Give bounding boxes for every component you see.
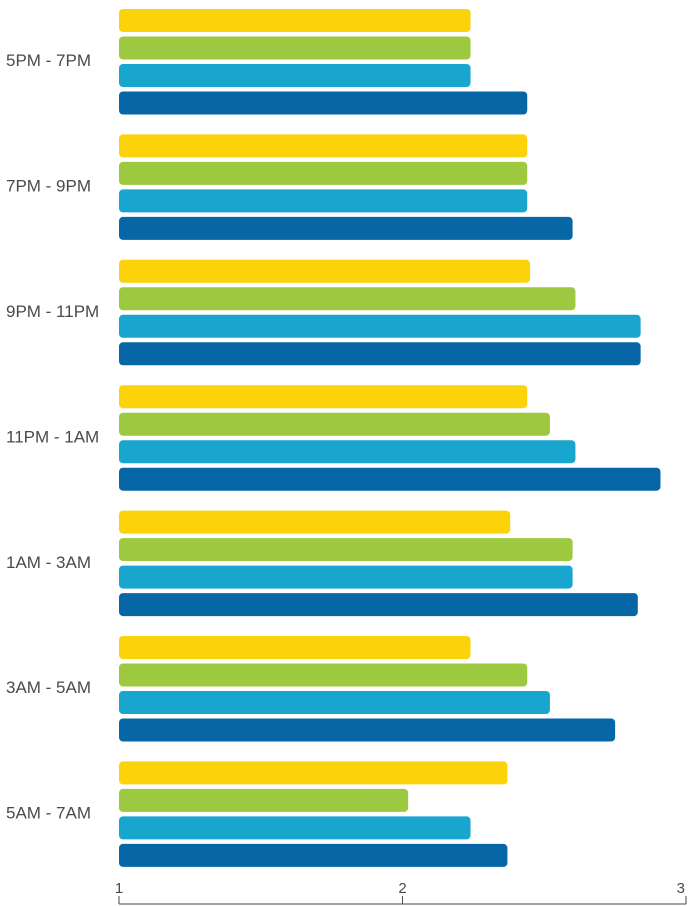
- category-label-5pm-7pm: 5PM - 7PM: [6, 51, 91, 70]
- bar-3am-5am-series-2: [119, 663, 528, 687]
- bar-5pm-7pm-series-3: [119, 64, 471, 87]
- bar-5am-7am-series-4: [119, 843, 508, 867]
- bar-3am-5am-series-3: [119, 691, 550, 714]
- bar-3am-5am-series-4: [119, 718, 616, 742]
- bar-1am-3am-series-2: [119, 538, 573, 562]
- bar-5am-7am-series-2: [119, 788, 409, 812]
- x-axis: 1 2 3: [115, 880, 687, 905]
- bar-9pm-11pm-series-1: [119, 259, 531, 283]
- bar-1am-3am-series-3: [119, 565, 573, 589]
- bar-5am-7am-series-3: [119, 816, 471, 840]
- bar-9pm-11pm-series-2: [119, 287, 576, 311]
- category-label-1am-3am: 1AM - 3AM: [6, 553, 91, 572]
- bar-11pm-1am-series-3: [119, 440, 576, 464]
- x-tick-label-1: 1: [115, 880, 123, 897]
- bar-11pm-1am-series-1: [119, 385, 528, 409]
- bar-7pm-9pm-series-1: [119, 134, 528, 158]
- category-label-9pm-11pm: 9PM - 11PM: [6, 302, 99, 321]
- bar-3am-5am-series-1: [119, 636, 471, 659]
- bars-group: [119, 9, 661, 867]
- bar-5pm-7pm-series-2: [119, 36, 471, 60]
- bar-5am-7am-series-1: [119, 761, 508, 785]
- bar-11pm-1am-series-2: [119, 412, 550, 436]
- category-label-5am-7am: 5AM - 7AM: [6, 804, 91, 823]
- bar-1am-3am-series-1: [119, 510, 511, 534]
- bar-7pm-9pm-series-3: [119, 189, 528, 213]
- category-label-11pm-1am: 11PM - 1AM: [6, 427, 99, 446]
- x-tick-label-2: 2: [398, 880, 406, 897]
- bar-7pm-9pm-series-2: [119, 161, 528, 185]
- x-tick-label-3: 3: [677, 880, 685, 897]
- bar-7pm-9pm-series-4: [119, 216, 573, 240]
- bar-9pm-11pm-series-3: [119, 314, 641, 338]
- bar-11pm-1am-series-4: [119, 467, 661, 491]
- category-label-3am-5am: 3AM - 5AM: [6, 678, 91, 697]
- bar-1am-3am-series-4: [119, 593, 638, 617]
- bar-5pm-7pm-series-4: [119, 91, 528, 115]
- category-labels: 5PM - 7PM 7PM - 9PM 9PM - 11PM 11PM - 1AM 1A…: [6, 51, 99, 822]
- category-label-7pm-9pm: 7PM - 9PM: [6, 177, 91, 196]
- bar-5pm-7pm-series-1: [119, 9, 471, 32]
- bar-9pm-11pm-series-4: [119, 342, 641, 366]
